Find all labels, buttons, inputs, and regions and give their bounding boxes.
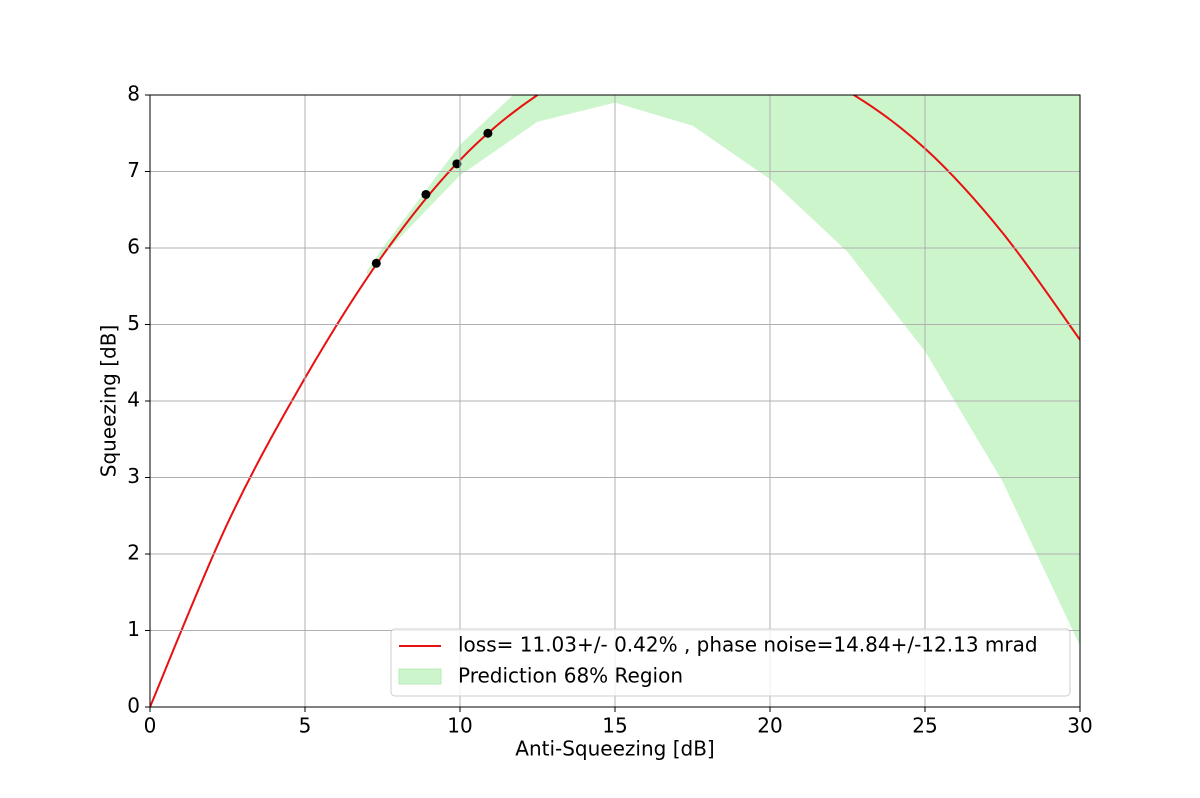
y-tick-label: 7 [127,158,140,182]
data-point [371,258,381,268]
x-tick-label: 25 [912,714,937,738]
data-point [421,189,431,199]
x-axis-label: Anti-Squeezing [dB] [515,737,714,761]
legend-swatch [398,668,442,685]
y-tick-label: 8 [127,82,140,106]
y-tick-label: 6 [127,235,140,259]
x-tick-label: 15 [602,714,627,738]
x-tick-label: 30 [1067,714,1092,738]
y-tick-label: 1 [127,617,140,641]
y-tick-label: 0 [127,694,140,718]
data-point [483,128,493,138]
legend-label: loss= 11.03+/- 0.42% , phase noise=14.84… [458,633,1038,657]
prediction-band [367,95,1080,646]
x-tick-label: 5 [299,714,312,738]
y-tick-label: 5 [127,311,140,335]
y-tick-label: 3 [127,464,140,488]
y-tick-label: 4 [127,388,140,412]
x-tick-label: 0 [144,714,157,738]
y-axis-label: Squeezing [dB] [97,325,121,477]
data-point [452,159,462,169]
legend-label: Prediction 68% Region [458,664,683,688]
x-tick-label: 10 [447,714,472,738]
legend-box [390,628,1071,697]
y-tick-label: 2 [127,541,140,565]
x-tick-label: 20 [757,714,782,738]
